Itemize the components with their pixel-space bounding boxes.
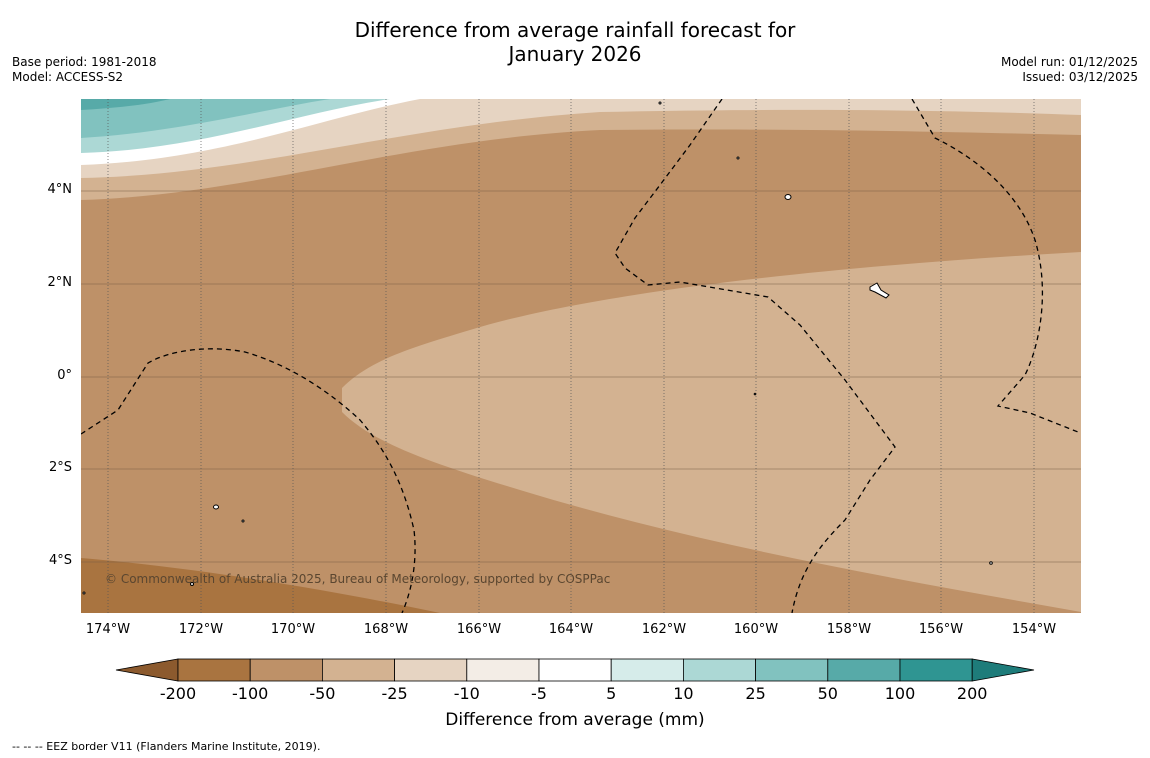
colorbar-tick-label: -100	[232, 684, 269, 703]
colorbar-tick-label: 5	[606, 684, 617, 703]
colorbar-swatch	[321, 658, 395, 682]
colorbar-swatch	[755, 658, 829, 682]
title-line-2: January 2026	[508, 42, 642, 66]
model-name: Model: ACCESS-S2	[12, 70, 124, 84]
lon-label-170w: 170°W	[270, 622, 316, 637]
colorbar-tick-label: -5	[531, 684, 547, 703]
lat-label-0: 0°	[57, 368, 72, 383]
island	[784, 194, 792, 200]
island	[658, 101, 662, 105]
base-period: Base period: 1981-2018	[12, 55, 157, 69]
latitude-lines	[81, 190, 1081, 563]
colorbar-tick-label: 200	[956, 684, 988, 703]
meta-right: Model run: 01/12/2025 Issued: 03/12/2025	[1001, 55, 1138, 85]
lon-label-172w: 172°W	[178, 622, 224, 637]
colorbar-swatch	[394, 658, 468, 682]
region-plus-50-100	[81, 99, 170, 110]
title-line-1: Difference from average rainfall forecas…	[354, 18, 796, 42]
colorbar-extend-high	[971, 658, 1035, 682]
lon-label-158w: 158°W	[826, 622, 872, 637]
colorbar-swatch	[466, 658, 540, 682]
copyright-notice: © Commonwealth of Australia 2025, Bureau…	[105, 572, 611, 586]
islands	[82, 101, 993, 595]
colorbar-tick-label: 100	[884, 684, 916, 703]
lat-label-2s: 2°S	[48, 460, 72, 475]
colorbar-swatch	[683, 658, 757, 682]
island	[989, 561, 993, 565]
island	[190, 582, 194, 586]
colorbar-extend-low	[115, 658, 179, 682]
colorbar-tick-label: -50	[309, 684, 336, 703]
island	[736, 156, 740, 160]
lon-label-168w: 168°W	[363, 622, 409, 637]
region-minus-25-50-central	[342, 252, 1081, 612]
map-title: Difference from average rainfall forecas…	[0, 18, 1150, 66]
colorbar-tick-label: -25	[381, 684, 408, 703]
island	[869, 282, 890, 299]
meta-left: Base period: 1981-2018 Model: ACCESS-S2	[12, 55, 157, 85]
colorbar-swatch	[610, 658, 684, 682]
colorbar-tick-label: 25	[745, 684, 766, 703]
region-plus-25-50	[81, 99, 330, 138]
colorbar-tick-label: 50	[817, 684, 838, 703]
lat-label-4n: 4°N	[47, 182, 73, 197]
eez-borders	[81, 99, 1079, 613]
issued-date: Issued: 03/12/2025	[1022, 70, 1138, 84]
colorbar-tick-label: -10	[453, 684, 480, 703]
lon-label-156w: 156°W	[918, 622, 964, 637]
lon-label-162w: 162°W	[641, 622, 687, 637]
colorbar-swatch	[827, 658, 901, 682]
colorbar-swatch	[249, 658, 323, 682]
lon-label-154w: 154°W	[1011, 622, 1057, 637]
colorbar-swatch	[538, 658, 612, 682]
lon-label-166w: 166°W	[456, 622, 502, 637]
island	[82, 591, 86, 595]
colorbar-swatch	[177, 658, 251, 682]
island	[213, 504, 219, 510]
colorbar	[115, 658, 1035, 682]
lat-label-4s: 4°S	[48, 553, 72, 568]
eez-legend-note: -- -- -- EEZ border V11 (Flanders Marine…	[12, 740, 321, 753]
island	[241, 519, 245, 523]
colorbar-title: Difference from average (mm)	[445, 710, 705, 730]
colorbar-tick-label: -200	[159, 684, 197, 703]
lon-label-160w: 160°W	[733, 622, 779, 637]
lat-label-2n: 2°N	[47, 275, 73, 290]
region-minus-100-200	[81, 558, 440, 613]
model-run: Model run: 01/12/2025	[1000, 55, 1138, 69]
lon-label-164w: 164°W	[548, 622, 594, 637]
island	[753, 392, 757, 396]
colorbar-swatch	[899, 658, 973, 682]
lon-label-174w: 174°W	[85, 622, 131, 637]
rainfall-map	[81, 99, 1081, 613]
colorbar-tick-label: 10	[673, 684, 694, 703]
